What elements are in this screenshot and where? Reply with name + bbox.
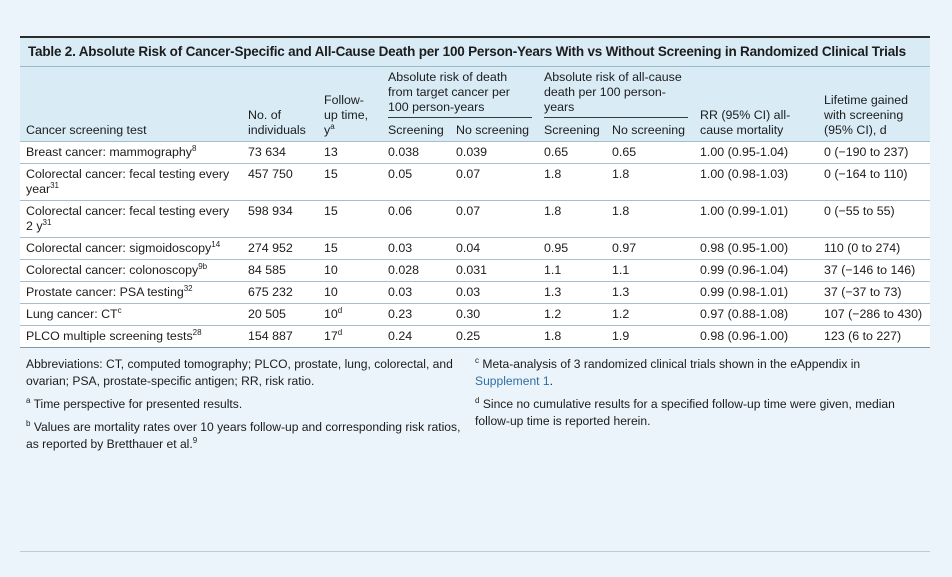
footnote-d: d Since no cumulative results for a spec… xyxy=(475,395,895,428)
table-figure: Table 2. Absolute Risk of Cancer-Specifi… xyxy=(20,36,931,558)
table-row: Colorectal cancer: sigmoidoscopy14 274 9… xyxy=(20,237,931,260)
footnote-a: a Time perspective for presented results… xyxy=(26,395,243,411)
header-individuals: No. of individuals xyxy=(242,67,318,142)
table-footnotes: Abbreviations: CT, computed tomography; … xyxy=(20,348,930,459)
supplement-link[interactable]: Supplement 1 xyxy=(475,374,550,388)
table-row: PLCO multiple screening tests28 154 887 … xyxy=(20,325,931,348)
table-row: Breast cancer: mammography8 73 634 13 0.… xyxy=(20,141,931,164)
footnote-c: c Meta-analysis of 3 randomized clinical… xyxy=(475,355,861,388)
header-allcause-screening: Screening xyxy=(538,121,606,142)
table-row: Lung cancer: CTc 20 505 10d 0.23 0.30 1.… xyxy=(20,303,931,326)
header-target-screening: Screening xyxy=(382,121,450,142)
header-allcause-no-screening: No screening xyxy=(606,121,695,142)
header-test: Cancer screening test xyxy=(20,67,242,142)
header-rr: RR (95% CI) all-cause mortality xyxy=(694,67,819,142)
bottom-divider xyxy=(20,551,930,552)
table-row: Colorectal cancer: fecal testing every 2… xyxy=(20,200,931,238)
header-lifetime: Lifetime gained with screening (95% CI),… xyxy=(818,67,931,142)
footnotes-left: Abbreviations: CT, computed tomography; … xyxy=(26,356,475,459)
header-target-no-screening: No screening xyxy=(450,121,538,142)
table-row: Colorectal cancer: colonoscopy9b 84 585 … xyxy=(20,259,931,282)
footnote-b: b Values are mortality rates over 10 yea… xyxy=(26,418,461,451)
footnotes-right: c Meta-analysis of 3 randomized clinical… xyxy=(475,356,924,459)
data-table: Cancer screening test No. of individuals… xyxy=(20,67,931,348)
footnote-abbreviations: Abbreviations: CT, computed tomography; … xyxy=(26,357,453,388)
header-group-allcause: Absolute risk of all-cause death per 100… xyxy=(538,67,695,121)
header-followup: Follow-up time, ya xyxy=(318,67,382,142)
table-row: Prostate cancer: PSA testing32 675 232 1… xyxy=(20,281,931,304)
table-row: Colorectal cancer: fecal testing every y… xyxy=(20,163,931,201)
table-caption: Table 2. Absolute Risk of Cancer-Specifi… xyxy=(20,38,930,67)
header-group-target: Absolute risk of death from target cance… xyxy=(382,67,538,121)
